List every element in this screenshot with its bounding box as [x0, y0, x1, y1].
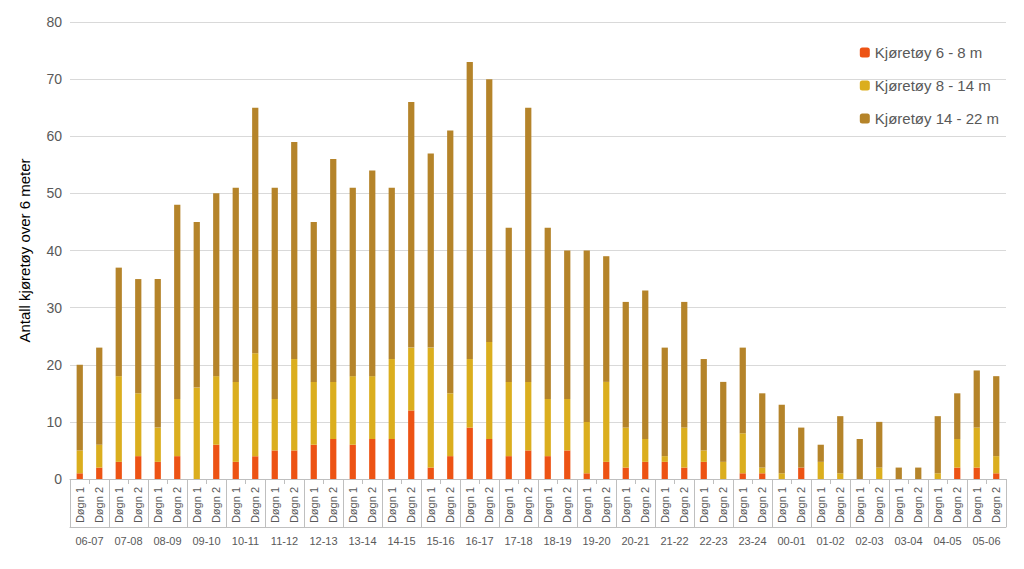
svg-text:Døgn 1: Døgn 1	[854, 487, 866, 523]
svg-text:12-13: 12-13	[309, 535, 337, 547]
svg-text:22-23: 22-23	[699, 535, 727, 547]
svg-text:40: 40	[46, 243, 62, 259]
svg-text:80: 80	[46, 14, 62, 30]
svg-text:02-03: 02-03	[855, 535, 883, 547]
svg-text:10-11: 10-11	[232, 535, 259, 547]
svg-text:Døgn 2: Døgn 2	[990, 487, 1002, 523]
svg-text:Døgn 2: Døgn 2	[561, 487, 573, 523]
svg-text:Døgn 2: Døgn 2	[483, 487, 495, 523]
svg-text:Døgn 2: Døgn 2	[366, 487, 378, 523]
svg-text:Døgn 1: Døgn 1	[269, 487, 281, 523]
svg-text:19-20: 19-20	[582, 535, 610, 547]
svg-text:Døgn 1: Døgn 1	[659, 487, 671, 523]
svg-text:Døgn 1: Døgn 1	[737, 487, 749, 523]
svg-text:70: 70	[46, 71, 62, 87]
svg-text:07-08: 07-08	[114, 535, 142, 547]
svg-text:Døgn 2: Døgn 2	[210, 487, 222, 523]
svg-text:Døgn 2: Døgn 2	[288, 487, 300, 523]
svg-text:17-18: 17-18	[504, 535, 532, 547]
svg-text:50: 50	[46, 185, 62, 201]
svg-text:Døgn 1: Døgn 1	[152, 487, 164, 523]
svg-text:Døgn 1: Døgn 1	[503, 487, 515, 523]
svg-text:Døgn 1: Døgn 1	[386, 487, 398, 523]
svg-text:Kjøretøy 14 - 22 m: Kjøretøy 14 - 22 m	[875, 110, 999, 127]
svg-text:Døgn 1: Døgn 1	[191, 487, 203, 523]
svg-text:21-22: 21-22	[660, 535, 688, 547]
svg-text:20-21: 20-21	[621, 535, 649, 547]
svg-text:09-10: 09-10	[192, 535, 220, 547]
svg-text:Døgn 2: Døgn 2	[249, 487, 261, 523]
svg-text:Antall kjøretøy over 6 meter: Antall kjøretøy over 6 meter	[16, 158, 33, 342]
svg-text:23-24: 23-24	[738, 535, 766, 547]
svg-text:Døgn 2: Døgn 2	[444, 487, 456, 523]
svg-text:Døgn 2: Døgn 2	[132, 487, 144, 523]
svg-text:Døgn 1: Døgn 1	[698, 487, 710, 523]
svg-text:Døgn 2: Døgn 2	[834, 487, 846, 523]
svg-text:Døgn 1: Døgn 1	[74, 487, 86, 523]
svg-text:Døgn 1: Døgn 1	[230, 487, 242, 523]
svg-text:Døgn 2: Døgn 2	[873, 487, 885, 523]
svg-text:30: 30	[46, 300, 62, 316]
svg-text:Døgn 1: Døgn 1	[815, 487, 827, 523]
svg-text:Døgn 1: Døgn 1	[932, 487, 944, 523]
svg-text:03-04: 03-04	[894, 535, 922, 547]
svg-text:Døgn 1: Døgn 1	[308, 487, 320, 523]
svg-text:Døgn 1: Døgn 1	[464, 487, 476, 523]
svg-text:Døgn 2: Døgn 2	[795, 487, 807, 523]
svg-text:18-19: 18-19	[543, 535, 571, 547]
svg-text:Døgn 2: Døgn 2	[327, 487, 339, 523]
svg-text:13-14: 13-14	[348, 535, 376, 547]
svg-text:Døgn 2: Døgn 2	[639, 487, 651, 523]
svg-text:16-17: 16-17	[465, 535, 493, 547]
svg-text:Døgn 2: Døgn 2	[171, 487, 183, 523]
svg-text:06-07: 06-07	[75, 535, 103, 547]
svg-text:Døgn 2: Døgn 2	[600, 487, 612, 523]
svg-text:Døgn 2: Døgn 2	[951, 487, 963, 523]
svg-text:20: 20	[46, 357, 62, 373]
svg-text:Døgn 2: Døgn 2	[678, 487, 690, 523]
svg-text:0: 0	[54, 471, 62, 487]
svg-text:Døgn 2: Døgn 2	[522, 487, 534, 523]
svg-text:Døgn 2: Døgn 2	[717, 487, 729, 523]
svg-text:Døgn 1: Døgn 1	[581, 487, 593, 523]
svg-text:00-01: 00-01	[777, 535, 805, 547]
svg-text:Døgn 1: Døgn 1	[425, 487, 437, 523]
svg-text:Døgn 1: Døgn 1	[347, 487, 359, 523]
svg-text:Døgn 1: Døgn 1	[542, 487, 554, 523]
svg-text:Døgn 2: Døgn 2	[912, 487, 924, 523]
svg-text:Døgn 2: Døgn 2	[405, 487, 417, 523]
svg-text:08-09: 08-09	[153, 535, 181, 547]
svg-text:10: 10	[46, 414, 62, 430]
svg-text:Døgn 1: Døgn 1	[113, 487, 125, 523]
svg-text:14-15: 14-15	[387, 535, 415, 547]
svg-text:Døgn 1: Døgn 1	[971, 487, 983, 523]
svg-text:01-02: 01-02	[816, 535, 844, 547]
svg-text:Døgn 1: Døgn 1	[620, 487, 632, 523]
svg-text:Døgn 2: Døgn 2	[756, 487, 768, 523]
svg-text:Døgn 2: Døgn 2	[93, 487, 105, 523]
svg-text:05-06: 05-06	[972, 535, 1000, 547]
svg-text:Døgn 1: Døgn 1	[893, 487, 905, 523]
svg-text:15-16: 15-16	[426, 535, 454, 547]
svg-text:04-05: 04-05	[933, 535, 961, 547]
svg-text:Døgn 1: Døgn 1	[776, 487, 788, 523]
svg-text:Kjøretøy 6 - 8 m: Kjøretøy 6 - 8 m	[875, 44, 983, 61]
svg-text:60: 60	[46, 128, 62, 144]
svg-text:Kjøretøy 8 - 14 m: Kjøretøy 8 - 14 m	[875, 77, 991, 94]
svg-text:11-12: 11-12	[271, 535, 298, 547]
